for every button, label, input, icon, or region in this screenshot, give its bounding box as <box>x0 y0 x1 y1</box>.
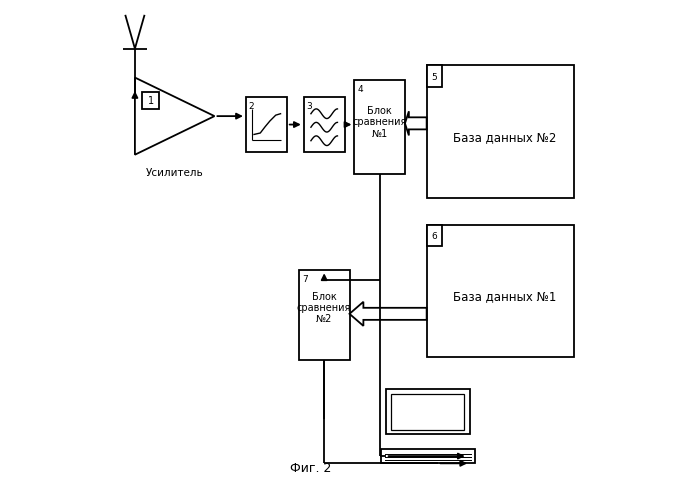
Text: 7: 7 <box>302 275 308 284</box>
Text: 1: 1 <box>147 96 154 106</box>
Text: сравнения: сравнения <box>297 302 352 312</box>
Text: Усилитель: Усилитель <box>146 167 204 178</box>
Bar <box>303 98 345 153</box>
Text: 4: 4 <box>357 85 363 93</box>
Bar <box>426 66 574 199</box>
Bar <box>386 389 470 435</box>
Bar <box>246 98 287 153</box>
Bar <box>299 271 350 360</box>
Bar <box>142 93 159 110</box>
Text: Блок: Блок <box>367 106 392 116</box>
Text: 5: 5 <box>431 73 438 81</box>
Text: 2: 2 <box>249 102 254 110</box>
Text: База данных №1: База данных №1 <box>454 289 556 302</box>
Bar <box>426 66 442 88</box>
Text: Блок: Блок <box>312 291 336 301</box>
Text: База данных №2: База данных №2 <box>454 131 556 144</box>
Bar <box>391 394 464 430</box>
FancyArrow shape <box>350 302 426 326</box>
Bar <box>381 449 475 463</box>
FancyArrow shape <box>405 112 426 136</box>
Text: №1: №1 <box>371 128 388 138</box>
Bar <box>426 225 574 358</box>
Text: Фиг. 2: Фиг. 2 <box>290 461 331 474</box>
Text: №2: №2 <box>316 314 332 324</box>
Polygon shape <box>135 78 215 155</box>
Text: сравнения: сравнения <box>352 117 407 127</box>
Text: 3: 3 <box>307 102 312 110</box>
Bar <box>426 225 442 247</box>
Bar <box>354 81 405 175</box>
Text: 6: 6 <box>431 231 438 240</box>
